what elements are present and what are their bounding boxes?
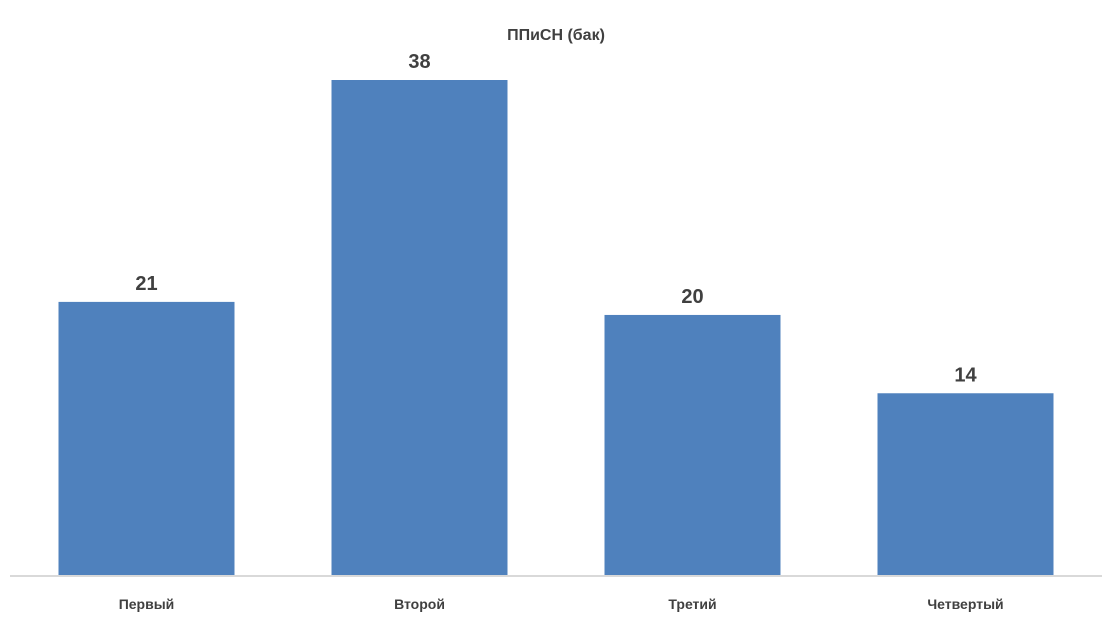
bar-2	[331, 80, 508, 576]
value-label-3: 20	[681, 286, 703, 308]
category-labels-group: Первый Второй Третий Четвертый	[119, 596, 1004, 612]
value-label-1: 21	[135, 273, 157, 295]
bar-1	[58, 301, 235, 576]
category-label-1: Первый	[119, 596, 175, 612]
bar-3	[604, 314, 781, 576]
chart-title: ППиСН (бак)	[507, 27, 605, 44]
value-label-2: 38	[408, 51, 430, 73]
value-labels-group: 21 38 20 14	[135, 51, 977, 386]
bars-group	[58, 80, 1054, 576]
value-label-4: 14	[954, 364, 977, 386]
category-label-4: Четвертый	[927, 596, 1003, 612]
category-label-3: Третий	[668, 596, 716, 612]
bar-4	[877, 393, 1054, 576]
category-label-2: Второй	[394, 596, 445, 612]
